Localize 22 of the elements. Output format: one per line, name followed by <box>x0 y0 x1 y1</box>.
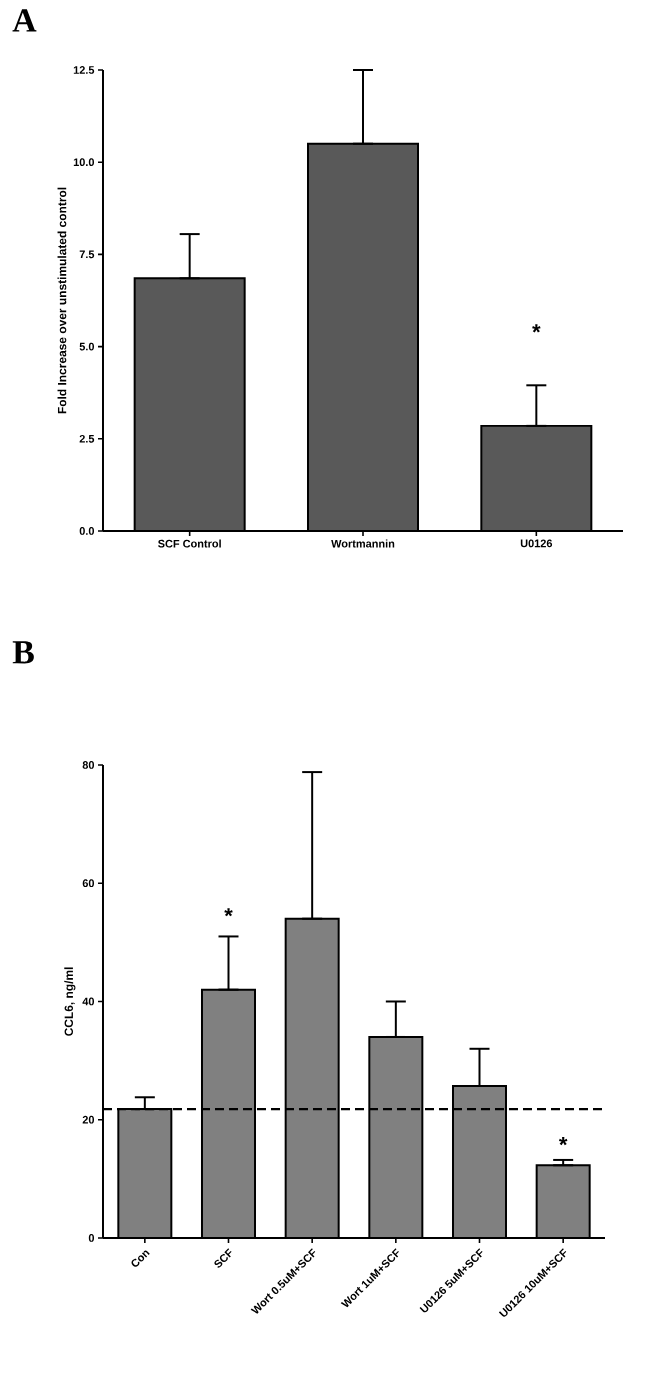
y-tick-label: 0 <box>88 1234 95 1242</box>
y-tick-label: 12.5 <box>73 66 95 74</box>
y-tick-label: 7.5 <box>79 250 95 259</box>
x-tick-label: SCF Control <box>158 539 221 548</box>
y-axis-title: Fold Increase over unstimulated control <box>57 187 67 414</box>
annotation: * <box>558 1137 568 1146</box>
y-tick-label: 80 <box>82 761 95 769</box>
y-tick-label: 20 <box>82 1115 95 1124</box>
annotation: * <box>532 324 541 333</box>
y-tick-label: 5.0 <box>79 342 95 351</box>
y-tick-label: 10.0 <box>73 158 95 167</box>
x-tick-label: Wortmannin <box>331 539 395 548</box>
x-tick-label: Con <box>131 1250 150 1267</box>
y-axis-title: CCL6, ng/ml <box>64 967 76 1036</box>
y-tick-label: 40 <box>82 997 95 1006</box>
y-tick-label: 0.0 <box>79 527 95 535</box>
y-tick-label: 2.5 <box>79 434 95 443</box>
text: B <box>12 641 34 664</box>
text: A <box>12 9 37 32</box>
annotation: * <box>224 908 233 917</box>
y-tick-label: 60 <box>82 879 95 888</box>
x-tick-label: U0126 <box>520 539 553 548</box>
